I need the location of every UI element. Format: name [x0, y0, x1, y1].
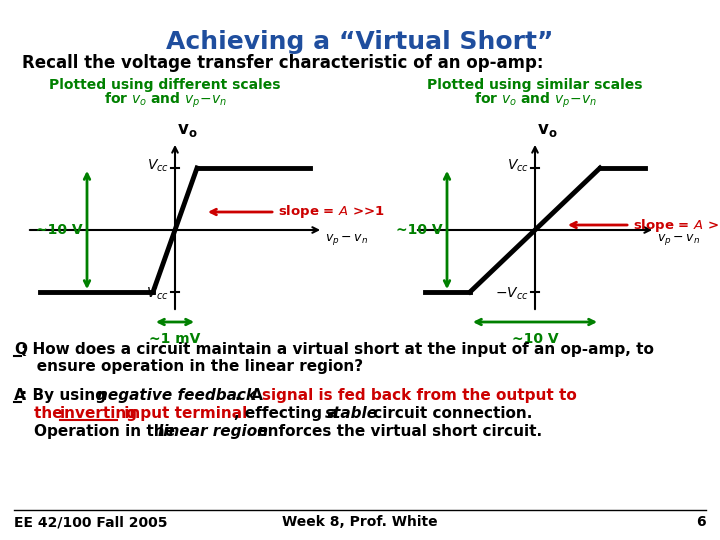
Text: inverting: inverting	[60, 406, 138, 421]
Text: signal is fed back from the output to: signal is fed back from the output to	[262, 388, 577, 403]
Text: $v_p-v_n$: $v_p-v_n$	[325, 232, 368, 247]
Text: $-V_{cc}$: $-V_{cc}$	[135, 286, 169, 302]
Text: enforces the virtual short circuit.: enforces the virtual short circuit.	[252, 424, 542, 439]
Text: $\mathbf{v_o}$: $\mathbf{v_o}$	[177, 121, 197, 139]
Text: Recall the voltage transfer characteristic of an op-amp:: Recall the voltage transfer characterist…	[22, 54, 544, 72]
Text: .  A: . A	[235, 388, 268, 403]
Text: Operation in the: Operation in the	[34, 424, 180, 439]
Text: 6: 6	[696, 515, 706, 529]
Text: A: A	[14, 388, 26, 403]
Text: Plotted using similar scales: Plotted using similar scales	[427, 78, 643, 92]
Text: ~10 V: ~10 V	[397, 223, 443, 237]
Text: $V_{cc}$: $V_{cc}$	[147, 158, 169, 174]
Text: , effecting a: , effecting a	[234, 406, 343, 421]
Text: slope = $A$ >>1: slope = $A$ >>1	[633, 217, 720, 233]
Text: ensure operation in the linear region?: ensure operation in the linear region?	[21, 359, 363, 374]
Text: $v_p-v_n$: $v_p-v_n$	[657, 232, 700, 247]
Text: circuit connection.: circuit connection.	[368, 406, 532, 421]
Text: Q: Q	[14, 342, 27, 357]
Text: linear region: linear region	[158, 424, 268, 439]
Text: negative feedback: negative feedback	[97, 388, 256, 403]
Text: the: the	[34, 406, 68, 421]
Text: ~10 V: ~10 V	[512, 332, 558, 346]
Text: ~10 V: ~10 V	[37, 223, 83, 237]
Text: input terminal: input terminal	[119, 406, 247, 421]
Text: : How does a circuit maintain a virtual short at the input of an op-amp, to: : How does a circuit maintain a virtual …	[21, 342, 654, 357]
Text: Plotted using different scales: Plotted using different scales	[49, 78, 281, 92]
Text: for $v_o$ and $v_p$$-$$v_n$: for $v_o$ and $v_p$$-$$v_n$	[104, 91, 226, 110]
Text: slope = $A$ >>1: slope = $A$ >>1	[278, 204, 384, 220]
Text: for $v_o$ and $v_p$$-$$v_n$: for $v_o$ and $v_p$$-$$v_n$	[474, 91, 596, 110]
Text: ~1 mV: ~1 mV	[149, 332, 201, 346]
Text: stable: stable	[325, 406, 378, 421]
Text: : By using: : By using	[21, 388, 112, 403]
Text: $\mathbf{v_o}$: $\mathbf{v_o}$	[537, 121, 557, 139]
Text: $-V_{cc}$: $-V_{cc}$	[495, 286, 529, 302]
Text: $V_{cc}$: $V_{cc}$	[507, 158, 529, 174]
Text: Week 8, Prof. White: Week 8, Prof. White	[282, 515, 438, 529]
Text: Achieving a “Virtual Short”: Achieving a “Virtual Short”	[166, 30, 554, 54]
Text: EE 42/100 Fall 2005: EE 42/100 Fall 2005	[14, 515, 168, 529]
